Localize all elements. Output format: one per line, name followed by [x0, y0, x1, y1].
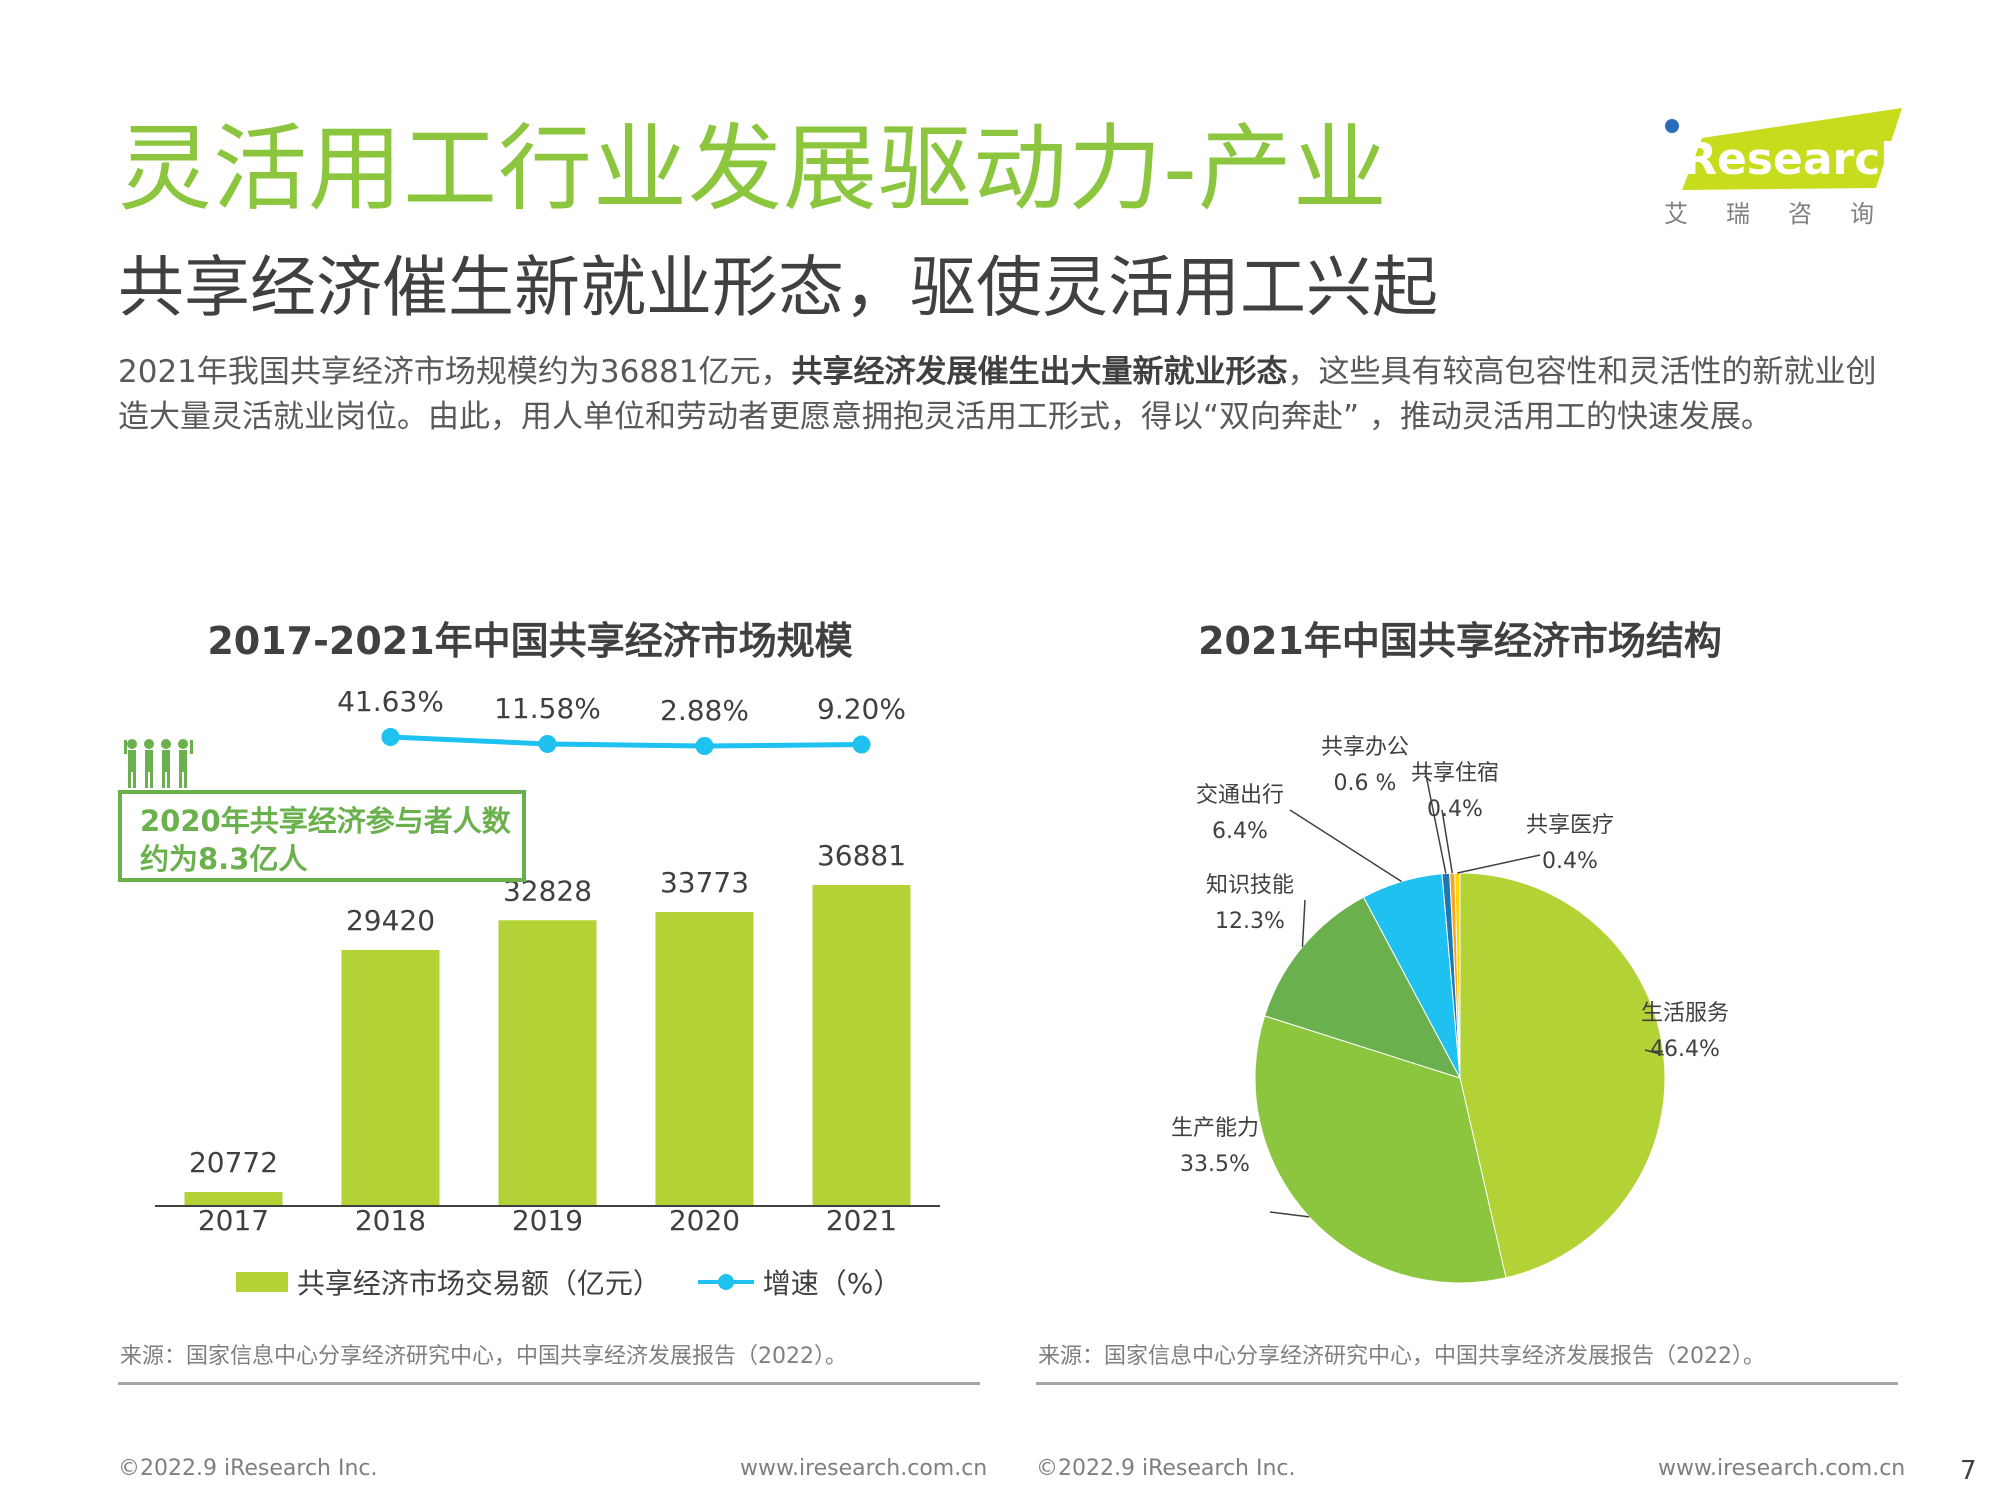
- bar-value-label-2017: 20772: [189, 1146, 278, 1179]
- legend-bar-label: 共享经济市场交易额（亿元）: [296, 1267, 661, 1300]
- intro-text-bold: 共享经济发展催生出大量新就业形态: [791, 354, 1288, 390]
- pie-value-2: 12.3%: [1215, 909, 1285, 934]
- growth-label-2020: 2.88%: [660, 694, 749, 727]
- bar-source: 来源：国家信息中心分享经济研究中心，中国共享经济发展报告（2022）。: [120, 1344, 847, 1369]
- bar-2019: [498, 920, 597, 1206]
- participants-callout: 2020年共享经济参与者人数 约为8.3亿人: [118, 790, 526, 882]
- pie-source: 来源：国家信息中心分享经济研究中心，中国共享经济发展报告（2022）。: [1038, 1344, 1765, 1369]
- x-tick-2017: 2017: [198, 1204, 269, 1237]
- pie-leader-3: [1289, 809, 1402, 883]
- pie-leader-0: [1644, 1049, 1664, 1056]
- bar-chart: 2077220172942020183282820193377320203688…: [155, 685, 940, 1237]
- x-tick-2019: 2019: [512, 1204, 583, 1237]
- footer-url-right[interactable]: www.iresearch.com.cn: [1658, 1456, 1906, 1481]
- legend-bar-swatch: [236, 1272, 288, 1292]
- growth-point-2018: [381, 728, 400, 746]
- growth-line: [390, 734, 862, 749]
- pie-leader-1: [1269, 1211, 1310, 1218]
- logo-text: iResearch: [1668, 134, 1902, 185]
- intro-text-post: ，这些具有较高包容性和灵活性的新就业创造大量灵活就业岗位。由此，用人单位和劳动者…: [118, 354, 1877, 435]
- pie-name-1: 生产能力: [1171, 1116, 1259, 1141]
- pie-leader-2: [1301, 899, 1306, 947]
- footer-url-left[interactable]: www.iresearch.com.cn: [740, 1456, 988, 1481]
- pie-name-5: 共享住宿: [1411, 761, 1499, 786]
- bar-2021: [812, 885, 911, 1206]
- growth-point-2021: [852, 735, 871, 754]
- page-subtitle: 共享经济催生新就业形态，驱使灵活用工兴起: [118, 249, 1438, 326]
- page-title: 灵活用工行业发展驱动力-产业: [118, 115, 1388, 224]
- legend-line-swatch: [697, 1272, 754, 1292]
- pie-value-1: 33.5%: [1180, 1152, 1250, 1177]
- growth-point-2020: [695, 737, 714, 755]
- pie-value-4: 0.6 %: [1334, 771, 1397, 796]
- intro-text-pre: 2021年我国共享经济市场规模约为36881亿元，: [118, 354, 792, 390]
- bar-value-label-2018: 29420: [346, 904, 435, 937]
- footer-copyright-right: ©2022.9 iResearch Inc.: [1036, 1456, 1296, 1481]
- logo-cn-text: 艾瑞咨询: [1664, 200, 1912, 228]
- pie-leader-5: [1441, 809, 1454, 874]
- pie-name-3: 交通出行: [1196, 783, 1284, 808]
- growth-label-2019: 11.58%: [494, 692, 601, 725]
- pie-value-6: 0.4%: [1542, 849, 1598, 874]
- bar-chart-title: 2017-2021年中国共享经济市场规模: [207, 619, 853, 663]
- callout-line-1: 2020年共享经济参与者人数: [140, 804, 511, 838]
- intro-paragraph: 2021年我国共享经济市场规模约为36881亿元，共享经济发展催生出大量新就业形…: [118, 350, 1898, 440]
- footer-copyright-left: ©2022.9 iResearch Inc.: [118, 1456, 378, 1481]
- iresearch-logo: iResearch: [1665, 108, 1902, 190]
- bar-divider: [118, 1382, 980, 1385]
- bar-2020: [655, 912, 754, 1206]
- growth-label-2018: 41.63%: [337, 685, 444, 718]
- pie-leader-6: [1457, 854, 1541, 874]
- growth-point-2019: [538, 734, 557, 753]
- callout-line-2: 约为8.3亿人: [140, 842, 308, 876]
- bar-value-label-2020: 33773: [660, 866, 749, 899]
- pie-name-0: 生活服务: [1641, 1001, 1729, 1026]
- pie-divider: [1036, 1382, 1898, 1385]
- x-tick-2018: 2018: [355, 1204, 426, 1237]
- pie-chart-title: 2021年中国共享经济市场结构: [1198, 619, 1722, 663]
- growth-label-2021: 9.20%: [817, 693, 906, 726]
- pie-chart: 生活服务 46.4% 生产能力 33.5% 知识技能 12.3% 交通出行 6.4% 共享办公 0…: [1171, 735, 1729, 1284]
- pie-slice-1: [1254, 1015, 1507, 1284]
- x-tick-2020: 2020: [669, 1204, 740, 1237]
- legend-line-label: 增速（%）: [762, 1267, 902, 1300]
- pie-name-6: 共享医疗: [1526, 813, 1614, 838]
- pie-leader-4: [1424, 769, 1447, 874]
- page-number: 7: [1960, 1456, 1977, 1486]
- people-icon: [124, 739, 193, 788]
- pie-value-0: 46.4%: [1650, 1037, 1720, 1062]
- pie-value-3: 6.4%: [1212, 819, 1268, 844]
- pie-value-5: 0.4%: [1427, 797, 1483, 822]
- x-tick-2021: 2021: [826, 1204, 897, 1237]
- pie-name-4: 共享办公: [1321, 735, 1409, 760]
- bar-legend: 共享经济市场交易额（亿元） 增速（%）: [236, 1262, 901, 1302]
- bar-value-label-2021: 36881: [817, 839, 906, 872]
- bar-2018: [341, 949, 440, 1206]
- pie-name-2: 知识技能: [1206, 873, 1294, 898]
- bar-2017: [184, 1192, 283, 1206]
